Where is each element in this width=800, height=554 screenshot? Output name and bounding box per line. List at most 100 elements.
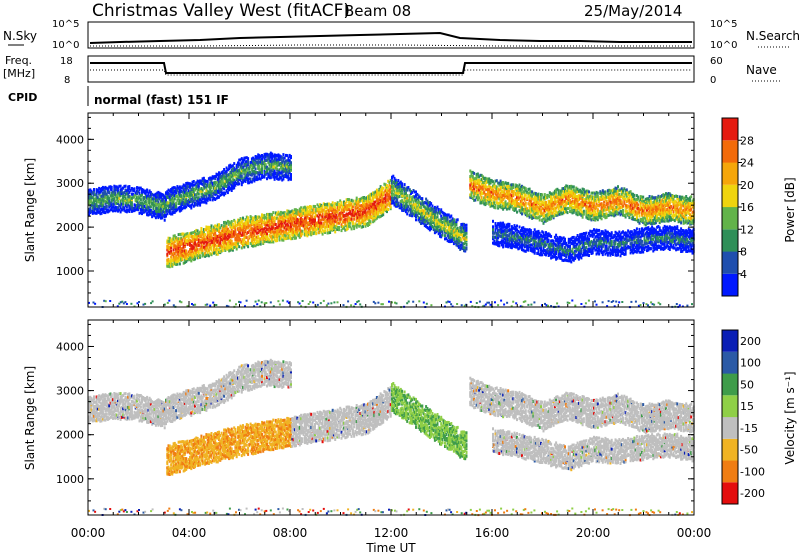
power-cell xyxy=(190,198,193,201)
power-cell xyxy=(412,206,415,210)
power-cell xyxy=(426,212,429,216)
power-cell xyxy=(388,201,391,205)
power-cell xyxy=(190,203,193,207)
power-cell xyxy=(247,157,250,161)
power-cell xyxy=(372,194,375,198)
power-cell xyxy=(225,236,228,240)
power-cell xyxy=(229,238,232,242)
power-cell xyxy=(172,190,175,194)
power-cell xyxy=(336,210,339,214)
power-cell xyxy=(262,221,265,225)
power-cell xyxy=(500,181,503,185)
power-cell xyxy=(290,163,292,167)
power-cell xyxy=(244,162,247,166)
power-cell xyxy=(397,195,400,199)
power-cell xyxy=(509,183,512,187)
power-cell xyxy=(553,200,556,204)
power-cell xyxy=(279,215,282,219)
power-cell xyxy=(454,228,457,232)
power-cell xyxy=(334,215,337,219)
power-cell xyxy=(330,227,333,230)
power-cell xyxy=(435,216,438,220)
power-cell xyxy=(238,230,241,234)
power-cell xyxy=(485,177,488,181)
power-cell xyxy=(532,197,535,201)
power-cell xyxy=(277,155,280,159)
power-cell xyxy=(555,214,558,217)
power-cell xyxy=(142,196,145,199)
power-cell xyxy=(91,191,94,195)
power-cell xyxy=(298,231,301,235)
power-cell xyxy=(211,236,214,240)
power-cell xyxy=(249,215,252,219)
power-cell xyxy=(220,177,223,181)
power-cell xyxy=(110,208,113,212)
power-cell xyxy=(360,220,363,224)
power-cell xyxy=(158,212,161,216)
power-cell xyxy=(234,223,237,227)
power-cell xyxy=(541,193,544,197)
power-cell xyxy=(166,212,169,216)
power-cell xyxy=(463,249,465,253)
power-cell xyxy=(248,172,251,176)
power-cell xyxy=(514,200,517,204)
power-cell xyxy=(225,232,228,236)
power-cell xyxy=(268,223,271,227)
power-cell xyxy=(550,217,553,221)
power-cell xyxy=(465,223,468,227)
power-cell xyxy=(93,189,95,193)
power-cell xyxy=(153,200,156,204)
power-cell xyxy=(534,200,537,204)
power-cell xyxy=(440,210,443,213)
power-cell xyxy=(521,202,523,206)
power-cell xyxy=(261,164,263,168)
power-cell xyxy=(533,195,536,199)
power-cell xyxy=(295,216,297,220)
power-cell xyxy=(113,197,116,200)
power-cell xyxy=(533,209,536,213)
power-cell xyxy=(421,216,424,220)
power-cell xyxy=(293,236,296,240)
power-cell xyxy=(153,197,156,201)
power-cell xyxy=(303,208,306,212)
power-cell xyxy=(516,188,518,192)
power-cell xyxy=(469,169,472,173)
power-cell xyxy=(533,214,536,218)
power-cell xyxy=(519,195,522,199)
power-cell xyxy=(137,190,140,194)
power-cell xyxy=(480,192,483,196)
power-cell xyxy=(510,201,513,205)
power-cell xyxy=(504,192,507,196)
power-cell xyxy=(200,234,203,237)
power-cell xyxy=(223,230,226,234)
power-cell xyxy=(470,173,473,177)
power-cell xyxy=(262,215,265,219)
power-cell xyxy=(387,179,390,183)
power-cell xyxy=(439,219,441,223)
power-cell xyxy=(452,237,455,240)
power-cell xyxy=(197,180,200,184)
power-cell xyxy=(281,174,284,178)
power-cell xyxy=(354,208,357,212)
power-cell xyxy=(489,185,492,189)
power-cell xyxy=(279,228,282,232)
power-cell xyxy=(205,245,208,249)
power-cell xyxy=(279,237,282,240)
power-cell xyxy=(457,238,460,242)
power-cell xyxy=(444,234,446,238)
power-cell xyxy=(239,217,242,221)
power-cell xyxy=(329,205,332,209)
power-cell xyxy=(267,238,270,242)
power-cell xyxy=(168,201,171,205)
power-cell xyxy=(316,225,319,229)
power-cell xyxy=(427,211,430,215)
power-cell xyxy=(115,206,118,210)
power-cell xyxy=(348,211,351,215)
power-cell xyxy=(146,190,149,194)
power-cell xyxy=(229,182,232,186)
power-cell xyxy=(320,218,323,222)
power-cell xyxy=(238,168,241,172)
power-cell xyxy=(255,155,258,159)
power-cell xyxy=(446,220,449,224)
